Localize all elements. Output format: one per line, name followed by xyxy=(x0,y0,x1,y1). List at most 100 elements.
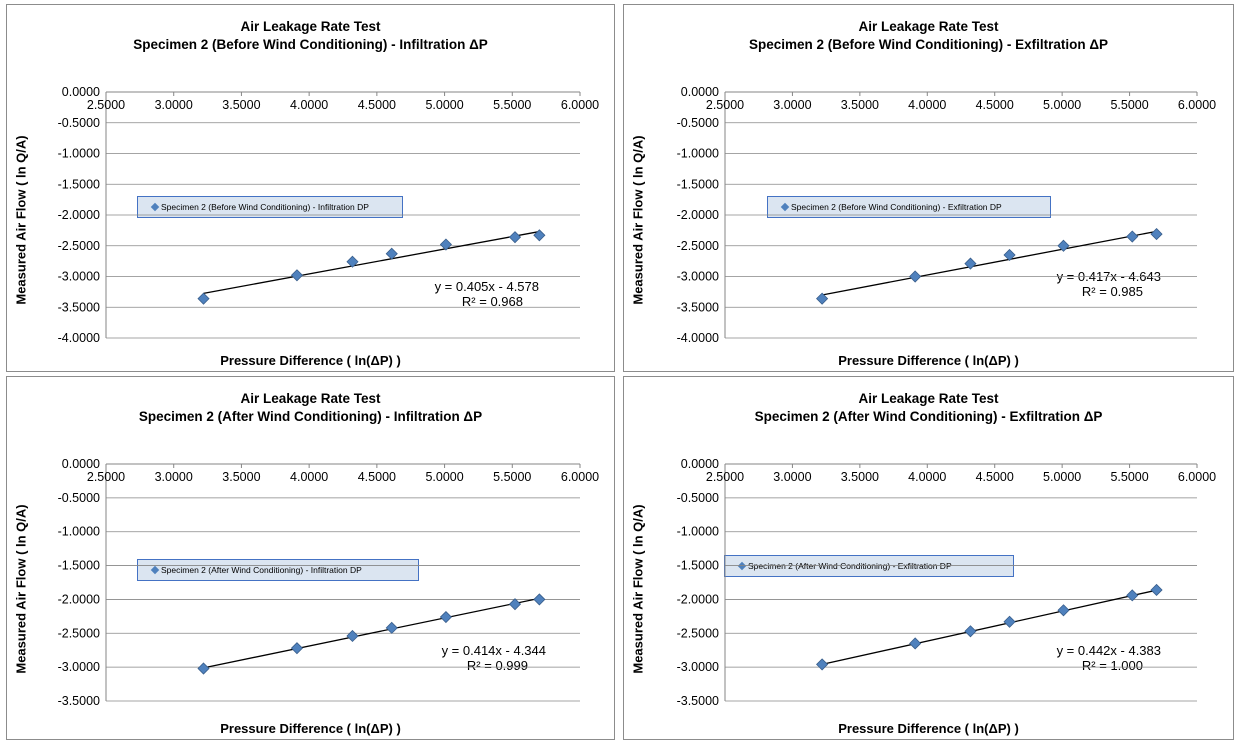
data-point xyxy=(1126,589,1139,602)
data-point xyxy=(816,292,829,305)
y-tick-label: -2.5000 xyxy=(677,626,719,640)
chart-subtitle: Specimen 2 (After Wind Conditioning) - E… xyxy=(754,409,1103,424)
data-point xyxy=(909,270,922,283)
data-point xyxy=(1057,239,1070,252)
chart-panel-exfiltration-before: Air Leakage Rate Test Specimen 2 (Before… xyxy=(623,4,1234,372)
x-tick-label: 3.5000 xyxy=(841,470,879,484)
chart-panel-exfiltration-after: Air Leakage Rate Test Specimen 2 (After … xyxy=(623,376,1234,740)
chart-title: Air Leakage Rate Test xyxy=(858,391,999,406)
chart-subtitle: Specimen 2 (After Wind Conditioning) - I… xyxy=(138,409,483,424)
data-point xyxy=(816,658,829,671)
y-tick-label: -2.5000 xyxy=(58,626,100,640)
legend-label: Specimen 2 (Before Wind Conditioning) - … xyxy=(161,202,369,212)
trendline xyxy=(203,230,540,294)
y-tick-label: -3.0000 xyxy=(58,270,100,284)
chart-panel-infiltration-before: Air Leakage Rate Test Specimen 2 (Before… xyxy=(6,4,615,372)
plot-area: 0.0000 -0.5000 -1.0000 -1.5000 -2.0000 -2.500… xyxy=(58,457,600,708)
y-tick-label: 0.0000 xyxy=(681,457,719,471)
equation-text: y = 0.414x - 4.344 xyxy=(441,643,546,658)
x-tick-label: 5.0000 xyxy=(425,470,463,484)
r-squared-text: R² = 0.968 xyxy=(461,294,523,309)
x-tick-label: 4.5000 xyxy=(358,98,396,112)
y-tick-label: -4.0000 xyxy=(58,331,100,345)
y-tick-label: 0.0000 xyxy=(681,85,719,99)
x-tick-label: 6.0000 xyxy=(561,98,599,112)
x-tick-label: 2.5000 xyxy=(87,470,125,484)
y-tick-label: -1.5000 xyxy=(58,559,100,573)
data-point xyxy=(964,625,977,638)
x-axis-label: Pressure Difference ( ln(ΔP) ) xyxy=(838,721,1019,736)
y-tick-label: -0.5000 xyxy=(58,116,100,130)
trendline xyxy=(203,597,540,669)
chart-legend: Specimen 2 (Before Wind Conditioning) - … xyxy=(137,196,403,218)
r-squared-text: R² = 0.999 xyxy=(466,658,528,673)
legend-label: Specimen 2 (After Wind Conditioning) - I… xyxy=(161,565,362,575)
legend-label: Specimen 2 (Before Wind Conditioning) - … xyxy=(791,202,1002,212)
data-point xyxy=(346,629,359,643)
y-tick-label: 0.0000 xyxy=(62,457,100,471)
data-point xyxy=(508,598,522,611)
chart-subtitle: Specimen 2 (Before Wind Conditioning) - … xyxy=(748,37,1109,52)
x-tick-label: 4.5000 xyxy=(976,98,1014,112)
data-point xyxy=(439,238,452,251)
x-axis-label: Pressure Difference ( ln(ΔP) ) xyxy=(220,721,401,736)
data-point xyxy=(1150,227,1163,241)
y-tick-label: -3.5000 xyxy=(677,694,719,708)
data-point xyxy=(197,292,210,305)
plot-area: 0.0000 -0.5000 -1.0000 -1.5000 -2.0000 -2.500… xyxy=(58,85,600,345)
x-tick-label: 6.0000 xyxy=(1178,470,1216,484)
data-point xyxy=(346,255,359,268)
data-point xyxy=(290,269,304,282)
x-tick-label: 5.0000 xyxy=(425,98,463,112)
x-axis-label: Pressure Difference ( ln(ΔP) ) xyxy=(838,353,1019,368)
data-point xyxy=(1003,615,1016,628)
x-tick-label: 6.0000 xyxy=(561,470,599,484)
y-tick-label: -2.0000 xyxy=(677,592,719,606)
data-point xyxy=(533,593,546,606)
x-tick-label: 2.5000 xyxy=(706,470,744,484)
y-tick-label: -3.5000 xyxy=(58,300,100,314)
x-tick-label: 5.0000 xyxy=(1043,98,1081,112)
y-tick-label: -1.5000 xyxy=(58,177,100,191)
data-point xyxy=(1126,230,1139,243)
data-point xyxy=(439,610,452,624)
chart-title: Air Leakage Rate Test xyxy=(858,19,999,34)
x-tick-label: 3.0000 xyxy=(155,470,193,484)
data-point xyxy=(290,642,304,655)
x-tick-label: 4.0000 xyxy=(290,98,328,112)
y-tick-label: -1.0000 xyxy=(58,147,100,161)
y-tick-label: -1.5000 xyxy=(677,177,719,191)
x-tick-label: 4.0000 xyxy=(290,470,328,484)
trendline-equation: y = 0.442x - 4.383 R² = 1.000 xyxy=(1057,643,1161,673)
chart-subtitle: Specimen 2 (Before Wind Conditioning) - … xyxy=(133,37,488,52)
plot-area: 0.0000 -0.5000 -1.0000 -1.5000 -2.0000 -2.500… xyxy=(677,457,1217,708)
y-tick-label: -0.5000 xyxy=(58,491,100,505)
x-tick-label: 5.0000 xyxy=(1043,470,1081,484)
y-tick-label: -0.5000 xyxy=(677,116,719,130)
y-tick-label: -1.5000 xyxy=(677,559,719,573)
y-tick-label: -3.5000 xyxy=(677,300,719,314)
x-tick-label: 3.0000 xyxy=(773,98,811,112)
y-tick-label: -2.0000 xyxy=(677,208,719,222)
plot-area: 0.0000 -0.5000 -1.0000 -1.5000 -2.0000 -2.500… xyxy=(677,85,1217,345)
x-tick-label: 3.0000 xyxy=(155,98,193,112)
y-tick-label: -3.0000 xyxy=(58,660,100,674)
data-point xyxy=(385,247,398,260)
equation-text: y = 0.442x - 4.383 xyxy=(1056,643,1161,658)
trendline-equation: y = 0.405x - 4.578 R² = 0.968 xyxy=(435,279,539,309)
y-tick-label: -2.0000 xyxy=(58,208,100,222)
y-tick-label: -1.0000 xyxy=(58,525,100,539)
trendline-equation: y = 0.414x - 4.344 R² = 0.999 xyxy=(442,643,546,673)
x-tick-label: 5.5000 xyxy=(493,470,531,484)
y-tick-label: -0.5000 xyxy=(677,491,719,505)
data-point xyxy=(1057,604,1070,617)
y-tick-label: -2.0000 xyxy=(58,592,100,606)
data-point xyxy=(909,637,922,650)
y-tick-label: -1.0000 xyxy=(677,525,719,539)
data-point xyxy=(533,229,546,242)
x-tick-label: 5.5000 xyxy=(1110,98,1148,112)
y-tick-label: 0.0000 xyxy=(62,85,100,99)
y-tick-label: -4.0000 xyxy=(677,331,719,345)
data-point xyxy=(197,662,210,675)
x-tick-label: 6.0000 xyxy=(1178,98,1216,112)
